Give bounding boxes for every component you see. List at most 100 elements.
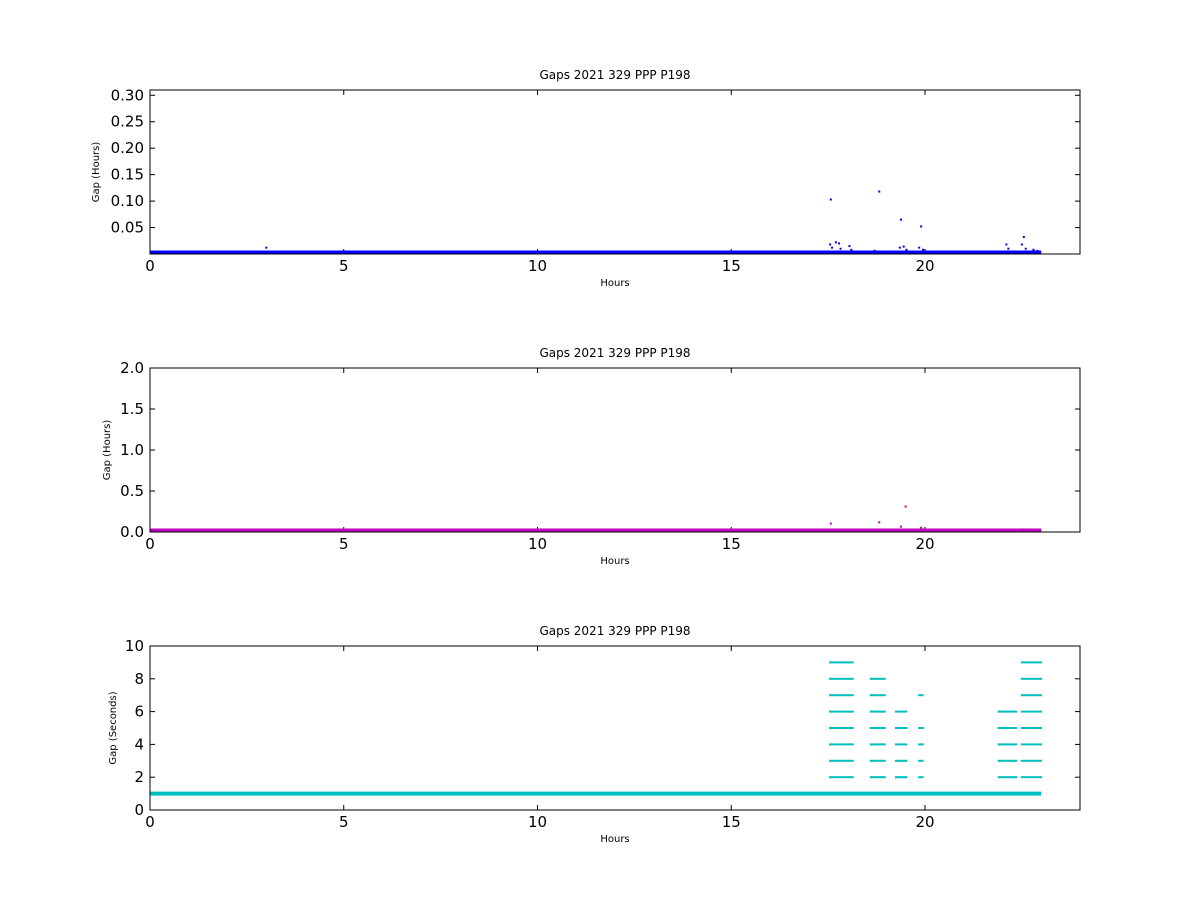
data-point: [1032, 248, 1035, 251]
data-point: [1022, 710, 1025, 713]
data-point: [1001, 743, 1004, 746]
data-point: [1036, 776, 1039, 779]
data-point: [1024, 727, 1027, 729]
data-point: [922, 248, 925, 251]
data-point: [1009, 776, 1012, 779]
data-point: [1001, 710, 1004, 713]
data-point: [836, 776, 839, 779]
data-point: [905, 776, 908, 779]
data-point: [1004, 776, 1007, 779]
panel-3-frame: [149, 645, 1081, 811]
data-point: [999, 759, 1002, 762]
data-point: [848, 661, 851, 664]
data-point: [900, 759, 903, 762]
data-point: [894, 776, 897, 779]
x-tick-label: 0: [145, 813, 155, 831]
y-tick-label: 1.0: [120, 441, 144, 459]
data-point: [849, 743, 852, 746]
data-point: [832, 776, 835, 779]
data-point: [869, 776, 872, 779]
panel-2-xlabel: Hours: [600, 556, 629, 567]
data-point: [869, 743, 872, 746]
x-tick-label: 5: [339, 535, 349, 553]
data-point: [829, 694, 832, 697]
data-point: [844, 727, 847, 729]
data-point: [1027, 661, 1030, 664]
data-point: [850, 248, 853, 251]
data-point: [1004, 727, 1007, 729]
data-point: [880, 776, 883, 779]
data-point: [849, 759, 852, 762]
data-point: [869, 677, 872, 680]
data-point: [903, 743, 906, 746]
data-point: [1040, 727, 1043, 729]
panel-3: Gaps 2021 329 PPP P198 Hours Gap (Second…: [108, 624, 1081, 845]
panel-3-ticks: 0 5 10 15 20 0 2 4 6 8 10: [125, 637, 1080, 831]
data-point: [1036, 249, 1039, 252]
panel-1-title: Gaps 2021 329 PPP P198: [539, 68, 690, 82]
data-point: [841, 694, 844, 697]
data-point: [1001, 727, 1004, 729]
data-point: [829, 243, 832, 246]
data-point: [1013, 776, 1016, 779]
data-point: [894, 727, 897, 729]
data-point: [1009, 743, 1012, 746]
data-point: [1024, 694, 1027, 697]
data-point: [839, 247, 842, 250]
data-point: [1008, 759, 1011, 762]
data-point: [851, 727, 854, 729]
data-point: [834, 743, 837, 746]
data-point: [1038, 710, 1041, 713]
data-point: [901, 759, 904, 762]
data-point: [1034, 743, 1037, 746]
data-point: [997, 727, 1000, 729]
data-point: [883, 743, 886, 746]
data-point: [830, 727, 833, 729]
data-point: [902, 245, 905, 248]
data-point: [841, 661, 844, 664]
data-point: [1036, 661, 1039, 664]
data-point: [843, 677, 846, 680]
data-point: [1031, 710, 1034, 713]
panel-2: Gaps 2021 329 PPP P198 Hours Gap (Hours)…: [102, 346, 1081, 567]
data-point: [898, 743, 901, 746]
data-point: [1038, 776, 1041, 779]
data-point: [1008, 710, 1011, 713]
data-point: [873, 249, 876, 252]
data-point: [1034, 710, 1037, 713]
data-point: [829, 198, 832, 201]
panel-2-ylabel: Gap (Hours): [102, 420, 113, 481]
data-point: [869, 727, 872, 729]
data-point: [878, 710, 881, 713]
data-point: [1024, 247, 1027, 250]
data-point: [832, 677, 835, 680]
data-point: [873, 694, 876, 697]
data-point: [1038, 743, 1041, 746]
data-point: [878, 743, 881, 746]
data-point: [876, 743, 879, 746]
y-tick-label: 0.30: [111, 86, 144, 104]
data-point: [881, 759, 884, 762]
data-point: [905, 727, 908, 729]
data-point: [834, 677, 837, 680]
panel-1-ylabel: Gap (Hours): [91, 142, 102, 203]
data-point: [841, 677, 844, 680]
data-point: [1006, 759, 1009, 762]
data-point: [834, 710, 837, 713]
data-point: [837, 710, 840, 713]
data-point: [837, 743, 840, 746]
data-point: [874, 776, 877, 779]
data-point: [1033, 710, 1036, 713]
data-point: [898, 759, 901, 762]
data-point: [841, 710, 844, 713]
data-point: [1022, 743, 1025, 746]
data-point: [878, 190, 881, 193]
data-point: [829, 710, 832, 713]
data-point: [898, 727, 901, 729]
data-point: [880, 759, 883, 762]
data-point: [836, 694, 839, 697]
data-point: [1031, 694, 1034, 697]
data-point: [839, 776, 842, 779]
x-tick-label: 10: [528, 535, 547, 553]
data-point: [880, 694, 883, 697]
